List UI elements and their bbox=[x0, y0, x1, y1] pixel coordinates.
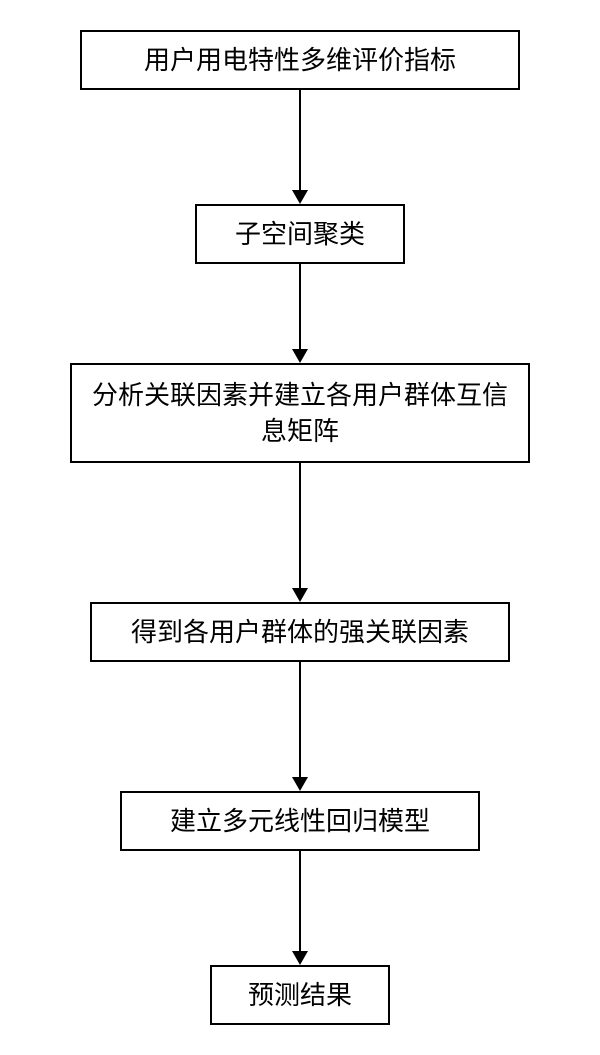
arrow-line bbox=[299, 264, 301, 349]
arrow-line bbox=[299, 90, 301, 190]
arrow-line bbox=[299, 463, 301, 588]
flowchart-node-6: 预测结果 bbox=[210, 965, 390, 1025]
arrow-head bbox=[292, 951, 308, 965]
flowchart-container: 用户用电特性多维评价指标 子空间聚类 分析关联因素并建立各用户群体互信息矩阵 得… bbox=[0, 0, 600, 1055]
arrow-head bbox=[292, 190, 308, 204]
flowchart-arrow-2 bbox=[292, 264, 308, 363]
node-label: 用户用电特性多维评价指标 bbox=[144, 42, 456, 78]
flowchart-node-2: 子空间聚类 bbox=[195, 204, 405, 264]
flowchart-node-3: 分析关联因素并建立各用户群体互信息矩阵 bbox=[70, 363, 530, 463]
flowchart-node-1: 用户用电特性多维评价指标 bbox=[80, 30, 520, 90]
flowchart-arrow-1 bbox=[292, 90, 308, 204]
flowchart-node-4: 得到各用户群体的强关联因素 bbox=[90, 602, 510, 662]
flowchart-arrow-5 bbox=[292, 851, 308, 965]
arrow-head bbox=[292, 777, 308, 791]
node-label: 建立多元线性回归模型 bbox=[170, 803, 430, 839]
flowchart-arrow-3 bbox=[292, 463, 308, 602]
node-label: 得到各用户群体的强关联因素 bbox=[131, 614, 469, 650]
flowchart-arrow-4 bbox=[292, 662, 308, 791]
arrow-line bbox=[299, 662, 301, 777]
arrow-head bbox=[292, 588, 308, 602]
arrow-line bbox=[299, 851, 301, 951]
flowchart-node-5: 建立多元线性回归模型 bbox=[120, 791, 480, 851]
arrow-head bbox=[292, 349, 308, 363]
node-label: 分析关联因素并建立各用户群体互信息矩阵 bbox=[92, 377, 508, 450]
node-label: 预测结果 bbox=[248, 977, 352, 1013]
node-label: 子空间聚类 bbox=[235, 216, 365, 252]
